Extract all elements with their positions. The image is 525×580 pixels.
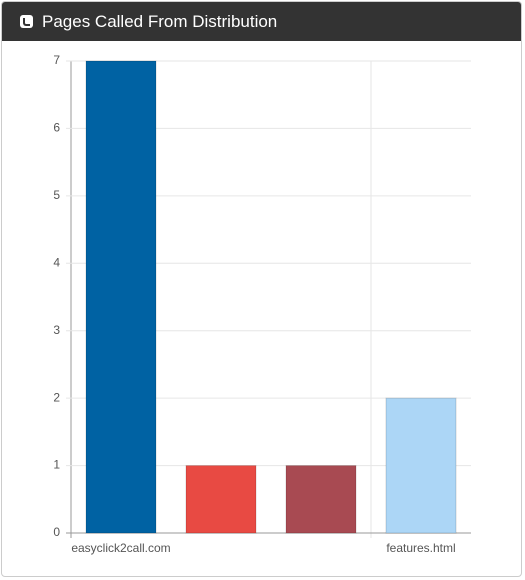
panel-header: Pages Called From Distribution — [2, 2, 521, 41]
bar — [185, 465, 257, 534]
y-tick-label: 2 — [53, 390, 60, 404]
y-tick-label: 0 — [53, 525, 60, 539]
x-tick-label: easyclick2call.com — [71, 541, 170, 555]
y-tick-label: 5 — [53, 188, 60, 202]
panel-title: Pages Called From Distribution — [42, 11, 278, 31]
bar — [85, 60, 157, 534]
y-tick-label: 3 — [53, 323, 60, 337]
phone-icon — [20, 15, 33, 28]
y-tick-label: 1 — [53, 458, 60, 472]
y-tick-label: 7 — [53, 53, 60, 67]
bar — [385, 397, 457, 534]
y-tick-label: 4 — [53, 255, 60, 269]
bar — [285, 465, 357, 534]
x-tick-label: features.html — [386, 541, 455, 555]
y-tick-label: 6 — [53, 121, 60, 135]
